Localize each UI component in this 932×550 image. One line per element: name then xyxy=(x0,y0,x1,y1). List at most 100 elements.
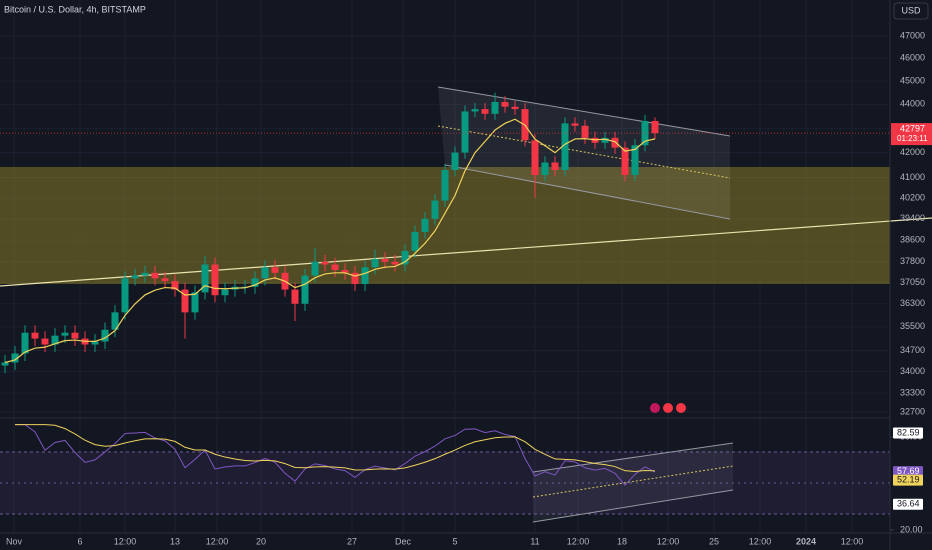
candle-body xyxy=(261,267,269,279)
x-tick-label: 12:00 xyxy=(841,536,864,546)
candle-body xyxy=(251,278,259,287)
rsi-value-tag xyxy=(893,466,923,478)
candle-body xyxy=(21,332,29,354)
candle-body xyxy=(51,335,59,345)
x-tick-label: 12:00 xyxy=(567,536,590,546)
candle-body xyxy=(551,162,559,170)
x-tick-label: 2024 xyxy=(796,536,816,546)
y-tick-label: 33300 xyxy=(900,388,925,398)
candle-body xyxy=(111,312,119,330)
candle-body xyxy=(631,145,639,176)
channel xyxy=(438,87,730,219)
candle-body xyxy=(311,261,319,276)
candle-body xyxy=(451,152,459,170)
candle-body xyxy=(161,278,169,282)
candle-body xyxy=(351,272,359,284)
candle-body xyxy=(621,147,629,176)
x-tick-label: Dec xyxy=(395,536,412,546)
candle-body xyxy=(491,102,499,114)
candle-body xyxy=(461,111,469,153)
x-tick-label: 6 xyxy=(77,536,82,546)
rsi-ma xyxy=(15,424,656,472)
y-tick-label: 34700 xyxy=(900,345,925,355)
last-price: 42797 xyxy=(900,123,925,133)
candle-body xyxy=(471,109,479,112)
x-tick-label: 12:00 xyxy=(114,536,137,546)
rsi-value-tag xyxy=(893,474,923,486)
candle-body xyxy=(571,123,579,126)
candle-body xyxy=(91,341,99,345)
candle-body xyxy=(61,332,69,336)
candle-body xyxy=(561,123,569,170)
candle-body xyxy=(651,120,659,134)
channel-lower xyxy=(444,164,731,220)
y-tick-label: 32700 xyxy=(900,406,925,416)
candle-body xyxy=(481,109,489,114)
candle-body xyxy=(41,338,49,345)
x-tick-label: 18 xyxy=(617,536,627,546)
countdown: 01:23:11 xyxy=(897,134,928,143)
candle-body xyxy=(271,267,279,273)
candle-body xyxy=(211,264,219,296)
event-icon[interactable] xyxy=(663,403,673,413)
y-tick-label: 45000 xyxy=(900,75,925,85)
candle-body xyxy=(601,137,609,143)
candle-body xyxy=(511,106,519,110)
candle-body xyxy=(31,332,39,339)
rsi-value-label: 52.19 xyxy=(897,474,920,484)
candle-body xyxy=(421,218,429,233)
candle-body xyxy=(441,169,449,201)
rsi-value-tag xyxy=(893,427,923,439)
y-tick-label: 40200 xyxy=(900,192,925,202)
candle-body xyxy=(401,250,409,265)
candle-body xyxy=(371,259,379,268)
event-icon[interactable] xyxy=(650,403,660,413)
candle-body xyxy=(291,289,299,304)
candle-body xyxy=(171,281,179,290)
moving-average xyxy=(4,118,656,364)
currency-button[interactable] xyxy=(893,2,929,20)
marks xyxy=(1,92,659,486)
rsi-value-label: 82.59 xyxy=(897,427,920,437)
candle-body xyxy=(331,264,339,271)
rsi-channel-lower xyxy=(532,489,734,523)
y-tick-label: 37800 xyxy=(900,256,925,266)
x-tick-label: 12:00 xyxy=(749,536,772,546)
last-price-tag xyxy=(891,123,932,146)
candle-body xyxy=(221,289,229,296)
candle-body xyxy=(141,272,149,276)
rsi-value-label: 57.69 xyxy=(897,466,920,476)
x-tick-label: 5 xyxy=(452,536,457,546)
candle-body xyxy=(11,353,19,363)
x-tick-label: Nov xyxy=(6,536,23,546)
candle-body xyxy=(581,125,589,138)
candle-body xyxy=(531,140,539,176)
rsi-value-tag xyxy=(893,498,923,510)
event-icon[interactable] xyxy=(676,403,686,413)
candle-body xyxy=(121,278,129,313)
chart-title: Bitcoin / U.S. Dollar, 4h, BITSTAMP xyxy=(4,4,146,14)
rsi-line xyxy=(15,424,656,486)
candle-body xyxy=(431,200,439,219)
x-tick-label: 13 xyxy=(170,536,180,546)
y-tick-label: 35500 xyxy=(900,321,925,331)
x-tick-label: 12:00 xyxy=(206,536,229,546)
y-tick-label: 42000 xyxy=(900,147,925,157)
x-tick-label: 12:00 xyxy=(657,536,680,546)
candle-body xyxy=(201,264,209,293)
rsi-channel xyxy=(533,443,733,522)
currency[interactable]: USD xyxy=(901,5,921,15)
rsi-channel-upper xyxy=(532,442,734,473)
candle-body xyxy=(71,332,79,339)
candle-body xyxy=(321,261,329,265)
rsi-tick-label: 20.00 xyxy=(900,524,923,534)
y-tick-label: 36300 xyxy=(900,298,925,308)
candle-body xyxy=(361,267,369,284)
candle-body xyxy=(1,362,9,366)
y-tick-label: 41000 xyxy=(900,172,925,182)
channel-upper xyxy=(437,86,731,137)
candle-body xyxy=(341,270,349,273)
x-tick-label: 20 xyxy=(256,536,266,546)
y-tick-label: 46000 xyxy=(900,53,925,63)
